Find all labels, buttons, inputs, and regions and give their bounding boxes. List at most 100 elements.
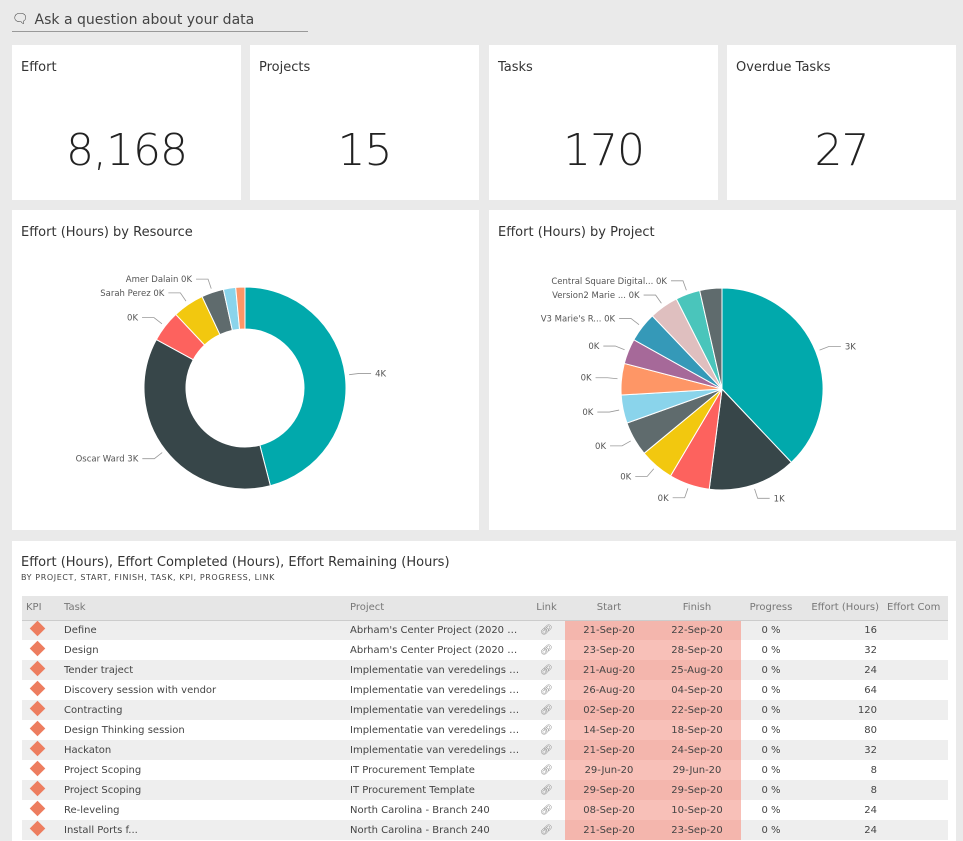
link-icon[interactable]: 🔗︎ — [540, 824, 553, 836]
effort-table-visual: Effort (Hours), Effort Completed (Hours)… — [12, 541, 956, 841]
link-icon[interactable]: 🔗︎ — [540, 764, 553, 776]
table-row[interactable]: Hackaton Implementatie van veredelings a… — [22, 740, 948, 760]
kpi-cell — [22, 740, 60, 760]
finish-cell: 28-Sep-20 — [653, 640, 741, 660]
link-icon[interactable]: 🔗︎ — [540, 744, 553, 756]
diamond-icon — [29, 740, 46, 757]
progress-cell: 0 % — [741, 780, 801, 800]
table-row[interactable]: Tender traject Implementatie van veredel… — [22, 660, 948, 680]
leader-line — [819, 346, 841, 351]
pie-slice[interactable] — [721, 287, 824, 464]
progress-cell: 0 % — [761, 764, 781, 776]
finish-cell: 23-Sep-20 — [653, 820, 741, 840]
column-header[interactable]: Progress — [741, 596, 801, 621]
link-icon[interactable]: 🔗︎ — [540, 644, 553, 656]
link-cell[interactable]: 🔗︎ — [528, 680, 565, 700]
table-row[interactable]: Project Scoping IT Procurement Template … — [22, 780, 948, 800]
data-label: Amer Dalain 0K — [126, 275, 193, 285]
link-icon[interactable]: 🔗︎ — [540, 624, 553, 636]
pie-slice[interactable] — [708, 387, 793, 491]
leader-line — [619, 318, 640, 325]
link-cell[interactable]: 🔗︎ — [528, 800, 565, 820]
pie-slice[interactable] — [143, 338, 271, 490]
card-tasks[interactable]: Tasks 170 — [489, 45, 718, 200]
link-cell[interactable]: 🔗︎ — [528, 660, 565, 680]
card-overdue-tasks[interactable]: Overdue Tasks 27 — [727, 45, 956, 200]
leader-line — [168, 292, 187, 302]
leader-line — [595, 377, 618, 380]
link-icon[interactable]: 🔗︎ — [540, 724, 553, 736]
link-cell[interactable]: 🔗︎ — [528, 700, 565, 720]
table-row[interactable]: Define Abrham's Center Project (2020 Q4)… — [22, 620, 948, 640]
table-row[interactable]: Contracting Implementatie van veredeling… — [22, 700, 948, 720]
card-projects[interactable]: Projects 15 — [250, 45, 479, 200]
project-cell: IT Procurement Template — [346, 780, 528, 800]
diamond-icon — [29, 700, 46, 717]
kpi-cell — [22, 760, 60, 780]
kpi-cell — [22, 680, 60, 700]
project-cell: North Carolina - Branch 240 — [350, 804, 490, 816]
pie-slice[interactable] — [244, 286, 347, 487]
finish-cell: 29-Sep-20 — [653, 780, 741, 800]
start-cell: 23-Sep-20 — [565, 640, 653, 660]
effort-cell: 32 — [864, 644, 877, 656]
project-cell: Implementatie van veredelings ad... — [346, 660, 528, 680]
kpi-cell — [22, 720, 60, 740]
table-row[interactable]: Discovery session with vendor Implementa… — [22, 680, 948, 700]
column-header[interactable]: KPI — [22, 596, 60, 621]
project-cell: Implementatie van veredelings ad... — [346, 740, 528, 760]
column-header[interactable]: Finish — [653, 596, 741, 621]
kpi-cell — [22, 660, 60, 680]
table-row[interactable]: Project Scoping IT Procurement Template … — [22, 760, 948, 780]
link-cell[interactable]: 🔗︎ — [528, 620, 565, 640]
column-header[interactable]: Effort Com — [883, 596, 948, 621]
link-cell[interactable]: 🔗︎ — [528, 760, 565, 780]
chart-effort-by-project[interactable]: Effort (Hours) by Project 3K 1K 0K 0K 0K 0K 0K… — [489, 210, 956, 530]
data-label: Sarah Perez 0K — [100, 289, 165, 299]
kpi-cell — [22, 800, 60, 820]
link-icon[interactable]: 🔗︎ — [540, 784, 553, 796]
link-cell[interactable]: 🔗︎ — [528, 720, 565, 740]
data-label: Oscar Ward 3K — [76, 455, 139, 465]
link-cell[interactable]: 🔗︎ — [528, 740, 565, 760]
leader-line — [670, 280, 687, 291]
column-header[interactable]: Link — [528, 596, 565, 621]
pie-slice[interactable] — [699, 287, 723, 390]
table-row[interactable]: Design Abrham's Center Project (2020 Q4)… — [22, 640, 948, 660]
column-header[interactable]: Task — [60, 596, 346, 621]
link-icon[interactable]: 🔗︎ — [540, 804, 553, 816]
pie-slice[interactable] — [235, 286, 246, 330]
data-label: 0K — [581, 374, 592, 384]
project-cell: Implementatie van veredelings ad... — [350, 684, 528, 696]
link-cell[interactable]: 🔗︎ — [528, 780, 565, 800]
leader-line — [597, 409, 620, 413]
column-header[interactable]: Start — [565, 596, 653, 621]
effort-completed-cell — [883, 680, 948, 700]
card-effort[interactable]: Effort 8,168 — [12, 45, 241, 200]
task-cell: Design — [64, 644, 99, 656]
project-cell: IT Procurement Template — [350, 764, 475, 776]
table-row[interactable]: Design Thinking session Implementatie va… — [22, 720, 948, 740]
table-row[interactable]: Install Ports f... North Carolina - Bran… — [22, 820, 948, 840]
chart-title: Effort (Hours) by Resource — [21, 225, 193, 240]
column-header[interactable]: Project — [346, 596, 528, 621]
data-label: 4K — [375, 369, 386, 379]
task-cell: Project Scoping — [60, 780, 346, 800]
link-cell[interactable]: 🔗︎ — [528, 640, 565, 660]
chart-effort-by-resource[interactable]: Effort (Hours) by Resource 4K Oscar Ward … — [12, 210, 479, 530]
table-row[interactable]: Re-leveling North Carolina - Branch 240 … — [22, 800, 948, 820]
link-icon[interactable]: 🔗︎ — [540, 664, 553, 676]
link-cell[interactable]: 🔗︎ — [528, 820, 565, 840]
card-title: Projects — [259, 60, 311, 75]
data-label: 0K — [620, 472, 631, 482]
link-icon[interactable]: 🔗︎ — [540, 684, 553, 696]
column-header[interactable]: Effort (Hours) — [801, 596, 883, 621]
effort-completed-cell — [883, 700, 948, 720]
task-cell: Discovery session with vendor — [64, 684, 217, 696]
finish-cell: 24-Sep-20 — [653, 740, 741, 760]
link-icon[interactable]: 🔗︎ — [540, 704, 553, 716]
start-cell: 29-Jun-20 — [565, 760, 653, 780]
qa-input[interactable]: 🗨︎ Ask a question about your data — [12, 8, 308, 32]
leader-line — [754, 488, 770, 499]
task-cell: Contracting — [60, 700, 346, 720]
